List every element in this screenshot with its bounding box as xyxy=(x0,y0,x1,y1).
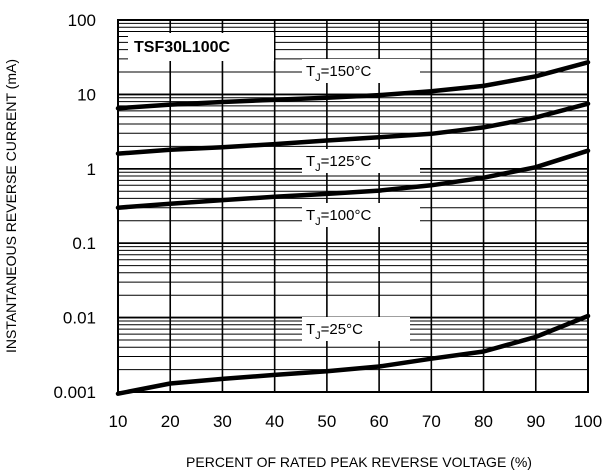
plot-border xyxy=(117,19,589,393)
series-label-background xyxy=(302,149,420,173)
x-axis-title: PERCENT OF RATED PEAK REVERSE VOLTAGE (%… xyxy=(186,454,532,470)
y-tick-label: 0.1 xyxy=(72,234,96,253)
model-label-box: TSF30L100C xyxy=(128,33,274,61)
series-line-3 xyxy=(115,313,591,396)
y-tick-label: 0.001 xyxy=(53,383,96,402)
series-curves xyxy=(115,60,591,396)
y-tick-label: 1 xyxy=(87,160,96,179)
x-tick-label: 90 xyxy=(526,412,545,431)
series-line-2 xyxy=(115,148,591,210)
series-label-3: TJ=25°C xyxy=(306,321,363,342)
y-tick-label: 10 xyxy=(77,85,96,104)
y-axis-title: INSTANTANEOUS REVERSE CURRENT (mA) xyxy=(3,59,19,353)
x-tick-labels: 10 20 30 40 50 60 70 80 90 100 xyxy=(109,412,603,431)
series-label-background xyxy=(302,317,410,341)
y-tick-label: 0.01 xyxy=(63,309,96,328)
plot-frame xyxy=(117,19,589,393)
x-tick-label: 10 xyxy=(109,412,128,431)
x-tick-label: 20 xyxy=(161,412,180,431)
series-label-0: TJ=150°C xyxy=(306,63,371,84)
series-line-0 xyxy=(115,60,591,111)
y-tick-labels: 100 10 1 0.1 0.01 0.001 xyxy=(53,11,96,402)
series-label-background xyxy=(302,203,420,227)
x-tick-label: 80 xyxy=(474,412,493,431)
x-tick-label: 40 xyxy=(265,412,284,431)
x-tick-label: 70 xyxy=(422,412,441,431)
x-tick-label: 60 xyxy=(370,412,389,431)
model-label-background xyxy=(128,33,274,61)
series-label-2: TJ=100°C xyxy=(306,207,371,228)
y-tick-label: 100 xyxy=(68,11,96,30)
series-label-background xyxy=(302,59,420,83)
series-labels: TJ=150°C TJ=125°C TJ=100°C TJ=25°C xyxy=(302,59,420,342)
x-tick-label: 100 xyxy=(574,412,602,431)
model-label: TSF30L100C xyxy=(134,39,230,56)
series-line-1 xyxy=(115,101,591,156)
x-tick-label: 30 xyxy=(213,412,232,431)
series-label-1: TJ=125°C xyxy=(306,153,371,174)
x-tick-label: 50 xyxy=(317,412,336,431)
